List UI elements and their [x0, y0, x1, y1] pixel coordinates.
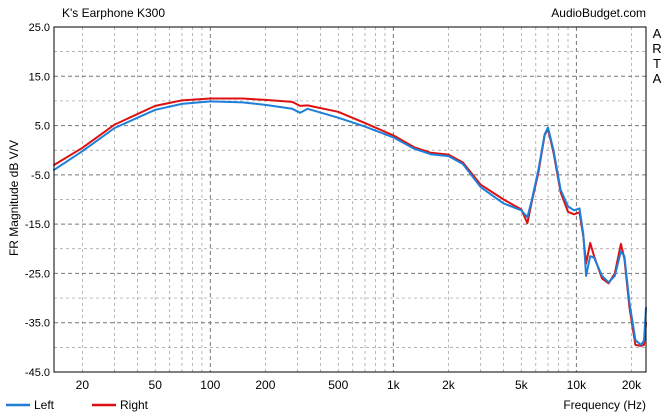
legend-label-right: Right — [120, 398, 149, 412]
side-label-letter: T — [653, 56, 661, 71]
x-tick-label: 10k — [567, 378, 587, 392]
side-label-letter: R — [652, 41, 661, 56]
legend-label-left: Left — [34, 398, 55, 412]
x-tick-label: 50 — [149, 378, 163, 392]
x-tick-label: 2k — [442, 378, 456, 392]
watermark-text: AudioBudget.com — [551, 6, 646, 20]
y-tick-label: 25.0 — [29, 22, 50, 34]
x-tick-label: 20k — [622, 378, 642, 392]
y-tick-label: 5.0 — [35, 121, 50, 133]
plot-frame — [53, 26, 647, 373]
side-label-letter: A — [653, 26, 662, 41]
y-tick-label: -5.0 — [31, 170, 50, 182]
grid-lines — [54, 27, 646, 372]
y-tick-label: -25.0 — [25, 268, 50, 280]
x-tick-label: 100 — [200, 378, 220, 392]
series-line-left — [53, 100, 647, 346]
y-axis-label: FR Magnitude dB V/V — [7, 140, 21, 256]
y-tick-label: -15.0 — [25, 219, 50, 231]
y-tick-labels: 25.0 15.0 5.0 -5.0 -15.0 -25.0 -35.0 -45.0 — [25, 22, 50, 379]
y-tick-label: 15.0 — [29, 71, 50, 83]
series-layer — [53, 97, 647, 347]
side-label-letter: A — [653, 71, 662, 86]
x-tick-label: 1k — [387, 378, 401, 392]
chart-title: K's Earphone K300 — [62, 6, 165, 20]
x-tick-label: 20 — [76, 378, 90, 392]
y-tick-label: -35.0 — [25, 318, 50, 330]
x-tick-label: 500 — [328, 378, 348, 392]
x-tick-labels: 20 50 100 200 500 1k 2k 5k 10k 20k — [76, 378, 642, 392]
legend: Left Right — [6, 398, 149, 412]
x-tick-label: 5k — [515, 378, 529, 392]
x-axis-label: Frequency (Hz) — [563, 398, 646, 412]
y-tick-label: -45.0 — [25, 367, 50, 379]
x-tick-label: 200 — [255, 378, 275, 392]
